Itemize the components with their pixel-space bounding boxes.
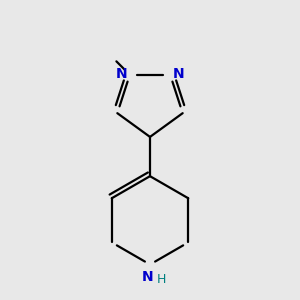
Text: N: N [173, 67, 184, 81]
Text: N: N [142, 270, 154, 284]
Text: N: N [116, 67, 127, 81]
Text: H: H [157, 273, 167, 286]
